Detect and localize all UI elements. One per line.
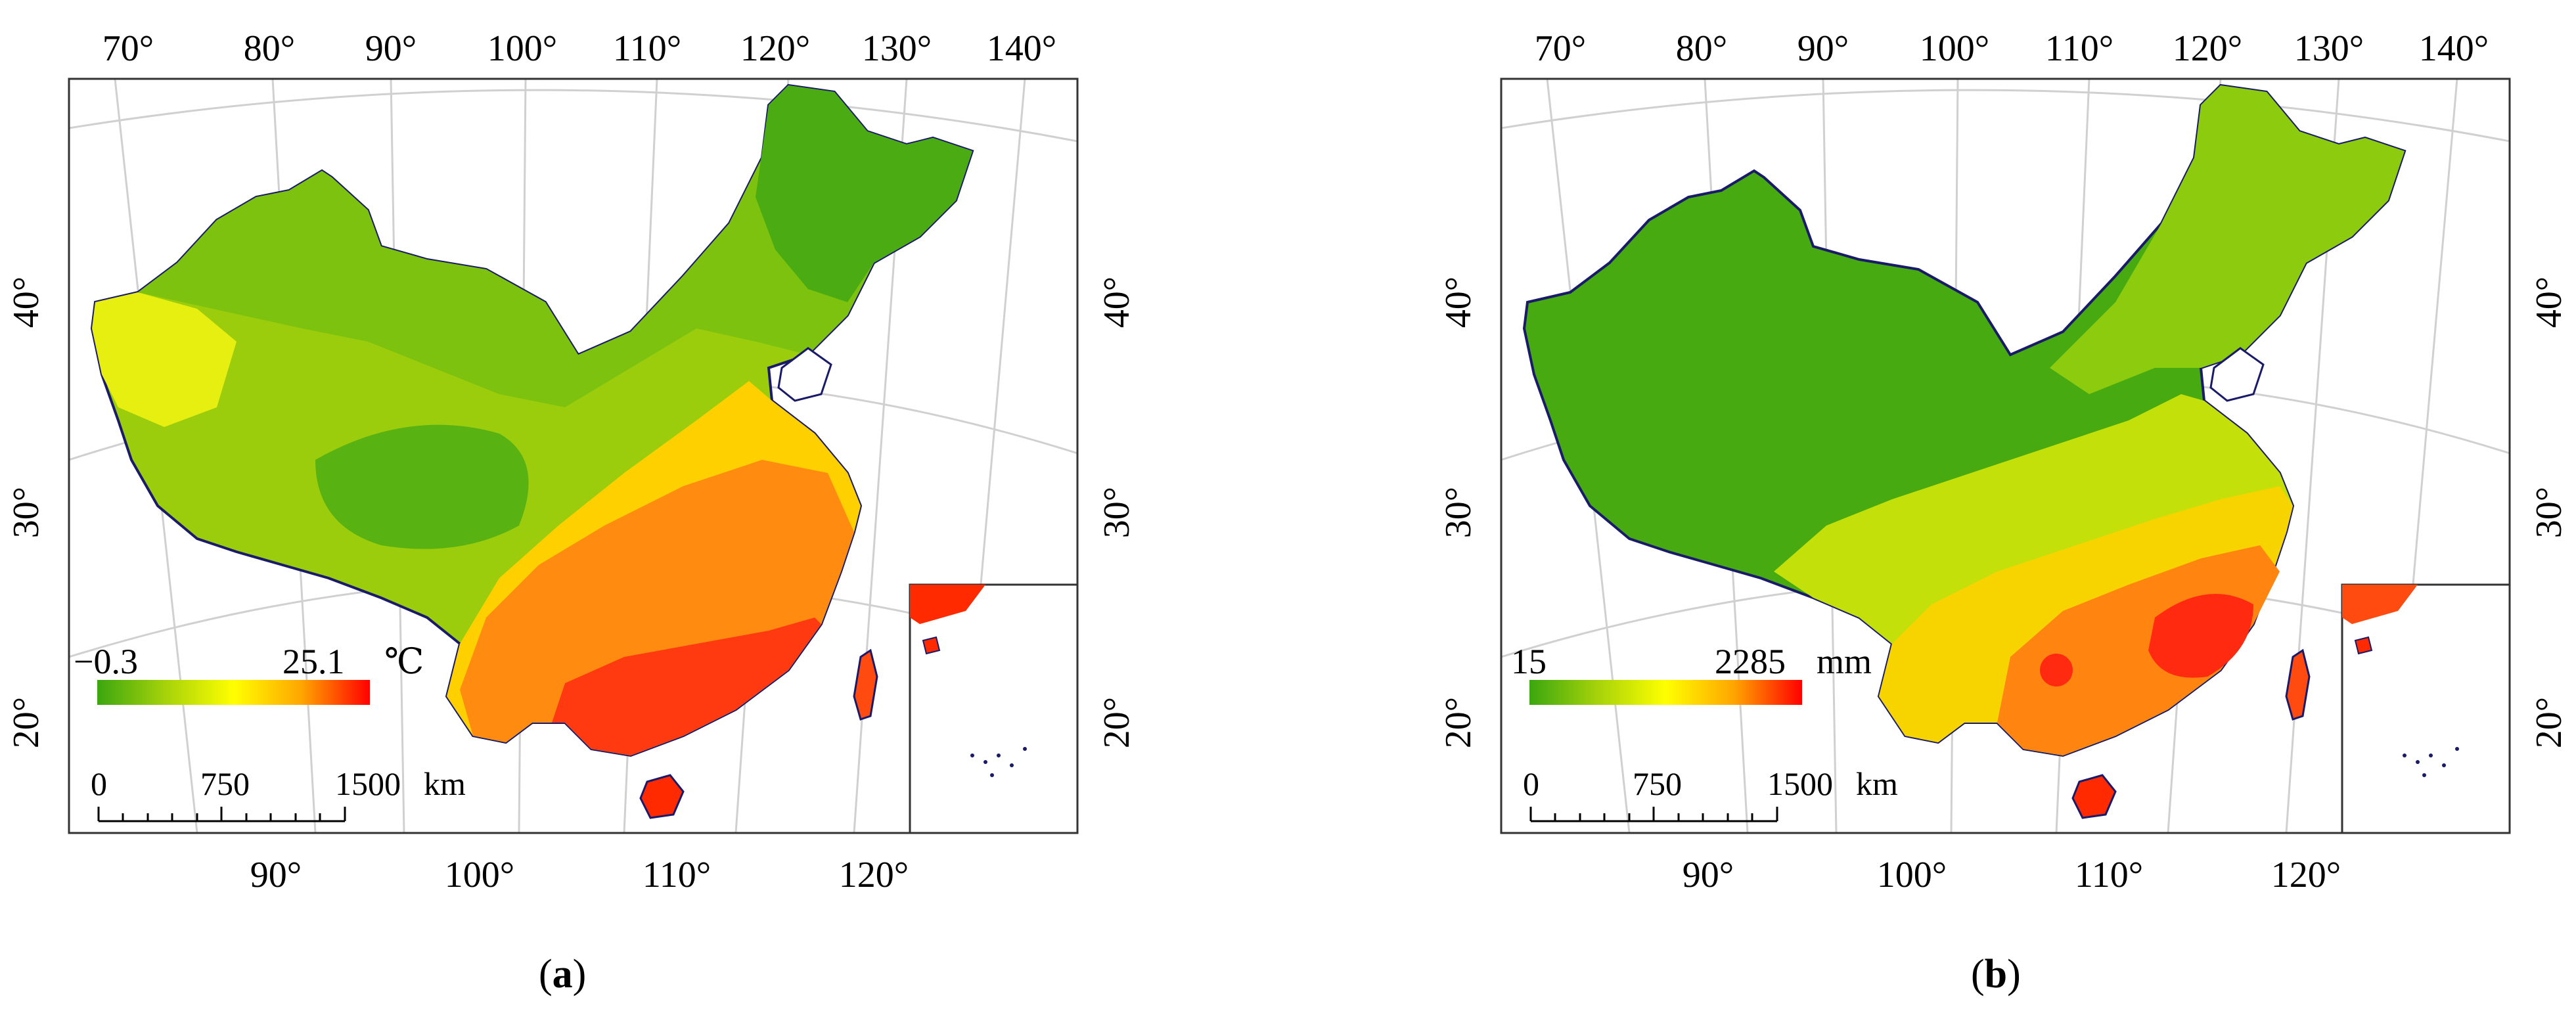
- top-label: 140°: [987, 28, 1056, 69]
- bottom-label: 100°: [1877, 855, 1947, 895]
- taiwan: [2285, 648, 2311, 721]
- color-legend: −0.3 25.1 ℃: [74, 642, 424, 705]
- left-degree-labels: 40° 30° 20°: [6, 277, 47, 748]
- caption-b: (b): [1971, 952, 2021, 997]
- legend-gradient-bar: [1529, 680, 1802, 705]
- precip-south-red: [2148, 594, 2253, 678]
- map-a: 70° 80° 90° 100° 110° 120° 130° 140° 90°…: [6, 28, 1137, 895]
- scale-unit: km: [424, 765, 466, 802]
- scale-label: 750: [1633, 765, 1682, 802]
- temp-south-red: [552, 618, 821, 755]
- right-label: 40°: [1096, 277, 1137, 328]
- left-label: 40°: [6, 277, 47, 328]
- scale-bar: [1529, 807, 1778, 822]
- legend-max: 25.1: [282, 642, 345, 681]
- caption-a: (a): [539, 952, 587, 997]
- right-degree-labels: 40° 30° 20°: [1096, 277, 1137, 748]
- left-label: 40°: [1438, 277, 1479, 328]
- scale-label: 0: [1523, 765, 1539, 802]
- bottom-label: 90°: [250, 855, 302, 895]
- legend-max: 2285: [1715, 642, 1786, 681]
- right-label: 20°: [2529, 697, 2569, 748]
- caption-letter: b: [1984, 952, 2008, 997]
- scale-label: 1500: [1767, 765, 1833, 802]
- scale-labels: 0 750 1500 km: [91, 765, 466, 802]
- right-label: 30°: [2529, 487, 2569, 538]
- top-label: 120°: [740, 28, 810, 69]
- bottom-label: 90°: [1683, 855, 1734, 895]
- scale-label: 0: [91, 765, 107, 802]
- right-label: 20°: [1096, 697, 1137, 748]
- bottom-label: 120°: [839, 855, 909, 895]
- top-label: 110°: [613, 28, 681, 69]
- china-landmass: [90, 83, 974, 819]
- top-label: 100°: [1920, 28, 1989, 69]
- bottom-degree-labels: 90° 100° 110° 120°: [1683, 855, 2341, 895]
- scale-unit: km: [1856, 765, 1898, 802]
- legend-unit: ℃: [384, 642, 424, 681]
- top-label: 120°: [2173, 28, 2242, 69]
- right-label: 30°: [1096, 487, 1137, 538]
- left-label: 30°: [6, 487, 47, 538]
- top-label: 110°: [2045, 28, 2113, 69]
- taiwan: [853, 648, 878, 721]
- color-legend: 15 2285 mm: [1511, 642, 1872, 705]
- left-label: 20°: [1438, 697, 1479, 748]
- hainan: [639, 774, 685, 819]
- scale-label: 1500: [335, 765, 401, 802]
- temp-northeast-cold: [756, 85, 972, 302]
- top-label: 70°: [102, 28, 154, 69]
- left-label: 30°: [1438, 487, 1479, 538]
- top-label: 130°: [2294, 28, 2364, 69]
- top-label: 70°: [1535, 28, 1586, 69]
- legend-gradient-bar: [97, 680, 370, 705]
- bottom-label: 100°: [445, 855, 514, 895]
- bottom-label: 110°: [2075, 855, 2143, 895]
- precip-red-spot: [2040, 654, 2073, 686]
- scale-bar: [97, 807, 346, 822]
- map-frame: [68, 78, 1079, 834]
- bohai-sea: [2209, 347, 2265, 402]
- left-degree-labels: 40° 30° 20°: [1438, 277, 1479, 748]
- top-label: 80°: [244, 28, 295, 69]
- legend-min: −0.3: [74, 642, 138, 681]
- map-b: 70° 80° 90° 100° 110° 120° 130° 140° 90°…: [1438, 28, 2569, 895]
- legend-min: 15: [1511, 642, 1547, 681]
- top-label: 90°: [365, 28, 417, 69]
- scale-labels: 0 750 1500 km: [1523, 765, 1898, 802]
- precip-northeast-band: [2050, 85, 2405, 394]
- hainan: [2071, 774, 2117, 819]
- right-degree-labels: 40° 30° 20°: [2529, 277, 2569, 748]
- top-degree-labels: 70° 80° 90° 100° 110° 120° 130° 140°: [1535, 28, 2489, 69]
- map-frame: [1500, 78, 2511, 834]
- top-label: 130°: [862, 28, 932, 69]
- top-label: 80°: [1676, 28, 1727, 69]
- top-degree-labels: 70° 80° 90° 100° 110° 120° 130° 140°: [102, 28, 1056, 69]
- bottom-degree-labels: 90° 100° 110° 120°: [250, 855, 909, 895]
- left-label: 20°: [6, 697, 47, 748]
- south-china-sea-inset: [909, 583, 1079, 834]
- legend-unit: mm: [1817, 642, 1872, 681]
- bohai-sea: [777, 347, 832, 402]
- bottom-label: 120°: [2271, 855, 2341, 895]
- panel-b: 70° 80° 90° 100° 110° 120° 130° 140° 90°…: [1432, 0, 2576, 1008]
- caption-letter: a: [552, 952, 573, 997]
- top-label: 100°: [487, 28, 557, 69]
- china-landmass: [1522, 83, 2407, 819]
- bottom-label: 110°: [643, 855, 711, 895]
- top-label: 90°: [1797, 28, 1849, 69]
- top-label: 140°: [2419, 28, 2489, 69]
- panel-a: 70° 80° 90° 100° 110° 120° 130° 140° 90°…: [0, 0, 1288, 1008]
- scale-label: 750: [200, 765, 250, 802]
- south-china-sea-inset: [2341, 583, 2511, 834]
- temp-xinjiang-warm: [92, 292, 237, 427]
- temp-plateau-cold: [315, 424, 529, 549]
- right-label: 40°: [2529, 277, 2569, 328]
